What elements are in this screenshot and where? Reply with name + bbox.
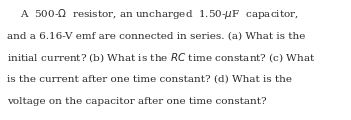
Text: and a 6.16-V emf are connected in series. (a) What is the: and a 6.16-V emf are connected in series… xyxy=(7,31,305,41)
Text: voltage on the capacitor after one time constant?: voltage on the capacitor after one time … xyxy=(7,97,267,107)
Text: initial current? (b) What is the $RC$ time constant? (c) What: initial current? (b) What is the $RC$ ti… xyxy=(7,51,316,64)
Text: A  500-$\Omega$  resistor, an uncharged  1.50-$\mu$F  capacitor,: A 500-$\Omega$ resistor, an uncharged 1.… xyxy=(7,7,299,21)
Text: is the current after one time constant? (d) What is the: is the current after one time constant? … xyxy=(7,75,292,84)
